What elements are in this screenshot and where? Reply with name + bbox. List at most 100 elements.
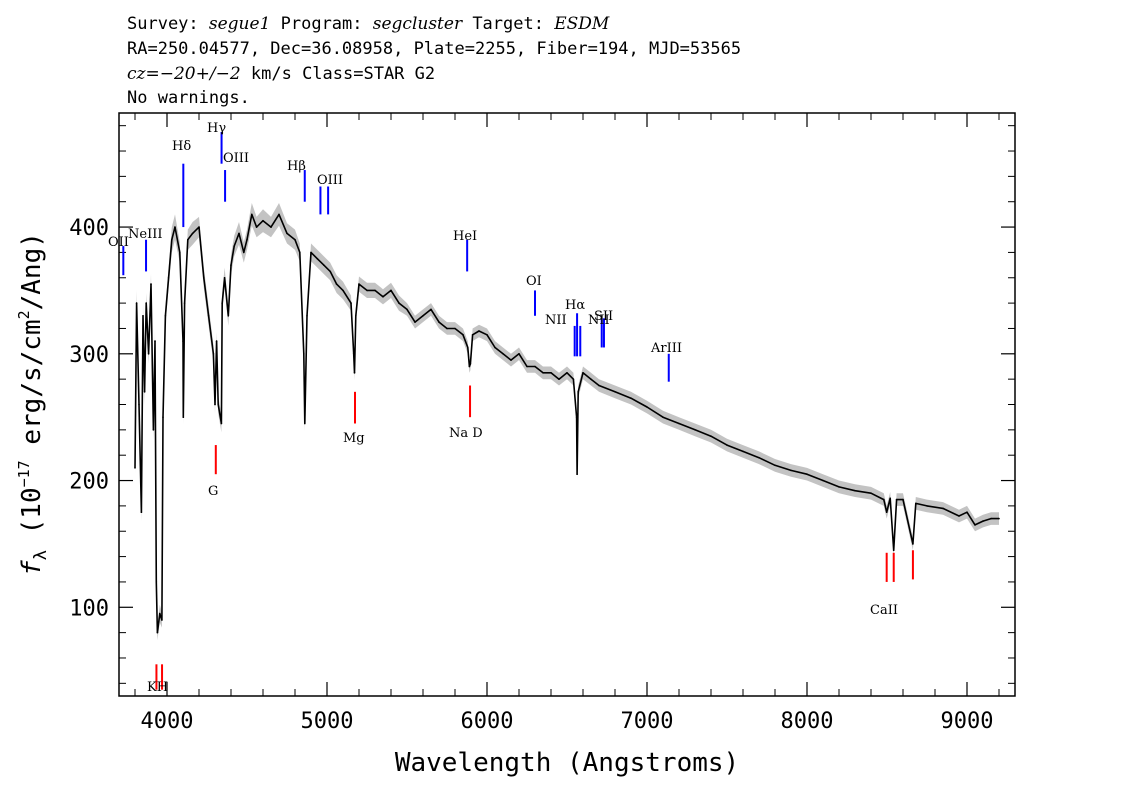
spectrum-point [742,450,744,453]
x-tick-label: 6000 [461,709,514,734]
chart-header: Survey: segue1 Program: segcluster Targe… [127,14,741,108]
spectrum-point [422,315,424,317]
spectrum-point [299,251,301,254]
spectrum-point [182,416,185,419]
spectrum-point [262,219,264,222]
spectrum-point [889,497,891,500]
spectrum-point [614,391,616,393]
cz-label: cz= [127,64,160,84]
y-axis-label-f: f [17,560,47,576]
error-band [135,203,999,641]
spectrum-point [550,372,552,374]
y-axis-label-exp2: 2 [15,310,33,319]
spectrum-point [223,277,226,279]
spectrum-point [926,505,928,507]
label-hei: HeI [453,229,477,244]
x-tick-label: 4000 [141,709,194,734]
spectrum-point [183,302,186,304]
spectrum-point [854,489,856,492]
label-mg: Mg [343,431,365,446]
label-neiii: NeIII [128,227,162,242]
y-axis-label-lambda: λ [31,550,51,560]
spectrum-point [892,549,895,552]
spectrum-point [329,270,332,273]
x-axis-label: Wavelength (Angstroms) [395,748,739,778]
label-oiii-5007: OIII [317,173,343,188]
spectrum-point [182,340,184,342]
header-line-2: RA=250.04577, Dec=36.08958, Plate=2255, … [127,39,741,59]
program-value: segcluster [373,14,463,34]
spectrum-point [342,289,344,292]
spectrum-point [486,334,488,336]
y-tick-label: 400 [69,216,109,241]
spectrum-point [352,353,355,355]
spectrum-point [221,302,223,304]
spectrum-point [958,515,960,517]
spectrum-point [355,315,357,317]
spectrum-point [895,498,898,501]
spectrum-point [902,498,904,501]
spectrum-point [142,315,144,317]
label-hbeta: Hβ [287,159,306,174]
spectrum-point [238,232,240,235]
spectrum-point [454,327,456,330]
spectrum-point [790,469,792,472]
spectrum-point [335,283,338,285]
spectrum-point [572,378,575,381]
spectrum-point [187,238,189,241]
spectrum-point [398,302,400,304]
spectrum-point [155,581,158,583]
label-nad: Na D [449,426,483,441]
spectrum-point [582,372,584,374]
spectrum-point [414,321,416,323]
spectrum-point [382,296,384,298]
spectrum-point [212,353,215,355]
survey-value: segue1 [209,14,271,34]
spectrum-point [406,308,408,311]
spectrum-point [135,302,138,304]
spectrum-point [203,277,205,279]
y-tick-label: 200 [69,470,109,495]
spectrum-point [162,416,164,419]
spectrum-point [214,403,216,406]
spectrum-point [358,283,360,285]
spectrum-point [270,226,272,228]
spectrum-point [230,264,232,266]
spectrum-point [303,353,305,355]
spectrum-point [215,340,218,342]
spectrum-point [822,479,824,482]
spectrum-point [255,226,258,228]
spectrum-point [726,444,728,446]
spectrum-point [462,334,464,336]
spectrum-point [227,315,230,317]
program-label: Program: [270,14,372,34]
spectrum-point [915,502,917,505]
spectrum-point [630,397,632,400]
spectrum-point [883,498,885,501]
spectrum-point [179,251,181,254]
spectrum-point [366,289,368,292]
spectrum-point [161,619,163,621]
spectrum-point [510,359,512,361]
spectrum-point [171,238,173,241]
spectrum-point [154,340,156,342]
spectrum-point [150,283,152,285]
x-tick-label: 7000 [621,709,674,734]
spectrum-point [390,289,392,292]
spectrum-point [758,456,760,459]
spectrum-point [469,363,472,365]
y-axis-label: fλ (10−17 erg/s/cm2/Ang) [15,232,51,576]
spectrum-point [134,467,136,469]
cz-value: −20+/−2 [160,64,241,84]
spectrum-point [982,520,984,522]
spectrum-point [678,422,680,425]
y-tick-label: 100 [69,596,109,621]
spectrum-point [140,511,143,513]
spectrum-point [138,403,140,406]
spectrum-point [494,346,496,349]
spectrum-point [246,238,248,241]
spectrum-point [502,353,504,355]
spectrum-point [294,238,296,241]
spectrum-point [286,232,288,235]
